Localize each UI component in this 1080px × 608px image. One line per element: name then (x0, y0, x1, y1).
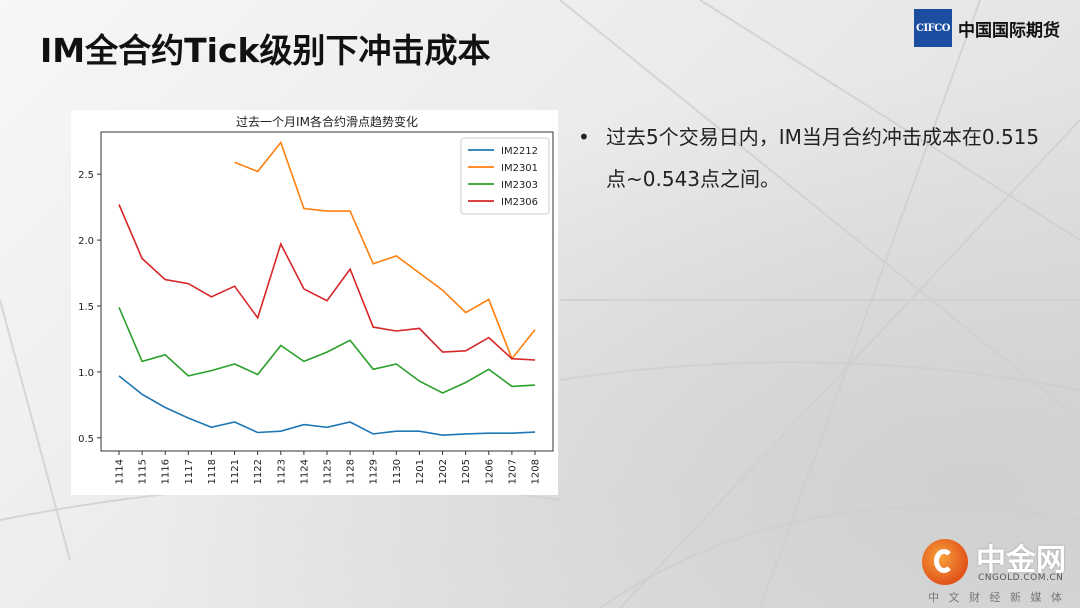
logo-name: 中国国际期货 (958, 20, 1060, 41)
bullet-dot: • (578, 125, 590, 149)
legend-label: IM2301 (501, 163, 538, 174)
x-tick-label: 1130 (392, 459, 403, 484)
x-tick-label: 1121 (230, 459, 241, 484)
series-line-im2306 (118, 204, 536, 361)
x-tick-label: 1118 (207, 459, 218, 484)
x-tick-label: 1116 (161, 459, 172, 484)
x-tick-label: 1122 (253, 459, 264, 484)
y-tick-label: 2.5 (78, 170, 94, 181)
legend-box (460, 137, 550, 215)
logo-box: CIFCO (914, 9, 952, 47)
x-tick-label: 1129 (369, 459, 380, 484)
x-tick-label: 1205 (461, 459, 472, 484)
y-tick-label: 1.5 (78, 302, 94, 313)
legend-label: IM2306 (501, 197, 538, 208)
x-tick-label: 1207 (507, 459, 518, 484)
chart-title: 过去一个月IM各合约滑点趋势变化 (236, 114, 418, 129)
watermark-subtitle: 中 文 财 经 新 媒 体 (928, 591, 1065, 604)
y-tick-label: 2.0 (78, 236, 94, 247)
legend-label: IM2212 (501, 146, 538, 157)
x-tick-label: 1208 (531, 459, 542, 484)
x-tick-label: 1117 (184, 459, 195, 484)
x-tick-label: 1202 (438, 459, 449, 484)
y-tick-label: 1.0 (78, 368, 94, 379)
x-tick-label: 1123 (276, 459, 287, 484)
chart-panel: 过去一个月IM各合约滑点趋势变化 0.5 1.0 1.5 2.0 2.5 1114 111… (71, 110, 558, 495)
watermark-logo-icon (922, 539, 968, 585)
line-chart: 过去一个月IM各合约滑点趋势变化 0.51.01.52.02.5 1114 111… (78, 114, 554, 484)
x-tick-label: 1201 (415, 459, 426, 484)
y-axis: 0.5 1.0 1.5 2.0 2.5 (78, 170, 101, 445)
legend: IM2212 IM2301 IM2303 IM2306 (460, 137, 550, 215)
watermark: 中金网 CNGOLD.COM.CN 中 文 财 经 新 媒 体 (920, 533, 1070, 604)
bullet-text: 过去5个交易日内，IM当月合约冲击成本在0.515点~0.543点之间。 (606, 125, 1040, 191)
company-logo: CIFCO 中国国际期货 (914, 8, 1060, 48)
x-tick-label: 1114 (115, 459, 126, 484)
watermark-url: CNGOLD.COM.CN (978, 573, 1064, 583)
watermark-brand: 中金网 (976, 543, 1066, 578)
series-line-im2301 (234, 140, 536, 361)
series-line-im2303 (118, 306, 536, 394)
x-tick-label: 1124 (299, 459, 310, 484)
x-tick-label: 1128 (346, 459, 357, 484)
x-axis: 1114 1115 1116 1117 1118 1121 1122 1123 1124 1125… (115, 451, 542, 484)
x-tick-label: 1115 (138, 459, 149, 484)
bullet-point: • 过去5个交易日内，IM当月合约冲击成本在0.515点~0.543点之间。 (578, 116, 1048, 200)
slide-title: IM全合约Tick级别下冲击成本 (40, 31, 491, 70)
x-tick-label: 1125 (323, 459, 334, 484)
legend-label: IM2303 (501, 180, 538, 191)
x-tick-label: 1206 (484, 459, 495, 484)
series-lines (118, 140, 536, 437)
y-tick-label: 0.5 (78, 434, 94, 445)
series-line-im2212 (118, 375, 536, 437)
